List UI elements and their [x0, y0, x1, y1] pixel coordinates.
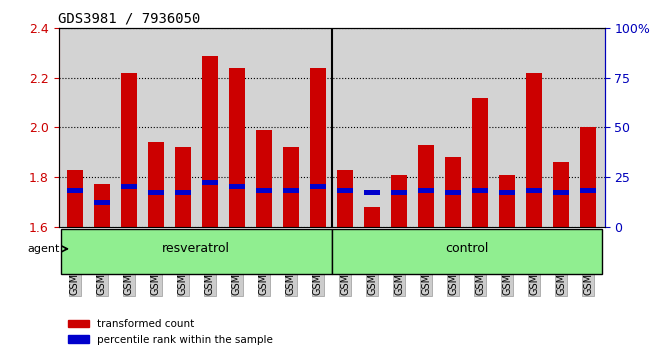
Bar	[66, 170, 83, 227]
Bar	[121, 184, 137, 189]
Bar	[229, 68, 245, 227]
Text: control: control	[445, 242, 488, 255]
Bar	[499, 190, 515, 195]
Bar	[472, 188, 488, 193]
Bar	[418, 188, 434, 193]
Bar	[175, 190, 191, 195]
Bar	[526, 188, 542, 193]
Bar	[364, 207, 380, 227]
Text: agent: agent	[27, 244, 60, 254]
Bar	[202, 56, 218, 227]
Bar	[94, 184, 110, 227]
Bar	[148, 190, 164, 195]
Bar	[229, 184, 245, 189]
Bar	[283, 147, 299, 227]
FancyBboxPatch shape	[332, 229, 602, 274]
Legend: transformed count, percentile rank within the sample: transformed count, percentile rank withi…	[64, 315, 277, 349]
Text: GDS3981 / 7936050: GDS3981 / 7936050	[58, 12, 201, 26]
Bar	[121, 73, 137, 227]
Bar	[94, 200, 110, 205]
Bar	[391, 190, 407, 195]
Bar	[66, 188, 83, 193]
FancyBboxPatch shape	[61, 229, 332, 274]
Bar	[580, 188, 597, 193]
Bar	[391, 175, 407, 227]
Text: resveratrol: resveratrol	[162, 242, 230, 255]
Bar	[553, 190, 569, 195]
Bar	[472, 98, 488, 227]
Bar	[283, 188, 299, 193]
Bar	[256, 130, 272, 227]
Bar	[337, 188, 353, 193]
Bar	[553, 162, 569, 227]
Bar	[499, 175, 515, 227]
Bar	[310, 68, 326, 227]
Bar	[580, 127, 597, 227]
Bar	[310, 184, 326, 189]
Bar	[148, 142, 164, 227]
Bar	[364, 190, 380, 195]
Bar	[256, 188, 272, 193]
Bar	[418, 145, 434, 227]
Bar	[202, 181, 218, 185]
Bar	[526, 73, 542, 227]
Bar	[337, 170, 353, 227]
Bar	[445, 190, 462, 195]
Bar	[445, 157, 462, 227]
Bar	[175, 147, 191, 227]
